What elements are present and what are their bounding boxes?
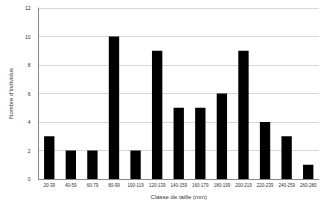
svg-text:160-179: 160-179 [192,183,209,188]
svg-text:260-280: 260-280 [300,183,317,188]
svg-text:0: 0 [28,176,31,182]
svg-text:2: 2 [28,148,31,154]
svg-text:180-199: 180-199 [214,183,231,188]
svg-text:6: 6 [28,91,31,97]
svg-text:100-119: 100-119 [127,183,144,188]
svg-text:Nombre d'individus: Nombre d'individus [8,68,14,119]
svg-text:140-159: 140-159 [170,183,187,188]
svg-text:80-99: 80-99 [108,183,120,188]
svg-text:120-139: 120-139 [149,183,166,188]
svg-text:4: 4 [28,119,31,125]
svg-text:40-59: 40-59 [65,183,77,188]
svg-text:Classe de taille (mm): Classe de taille (mm) [151,194,207,200]
svg-text:60-79: 60-79 [87,183,99,188]
svg-text:20-39: 20-39 [43,183,55,188]
svg-text:8: 8 [28,62,31,68]
svg-text:220-239: 220-239 [257,183,274,188]
svg-text:200-219: 200-219 [235,183,252,188]
svg-text:240-259: 240-259 [278,183,295,188]
svg-text:12: 12 [25,5,31,11]
svg-text:10: 10 [25,34,31,40]
